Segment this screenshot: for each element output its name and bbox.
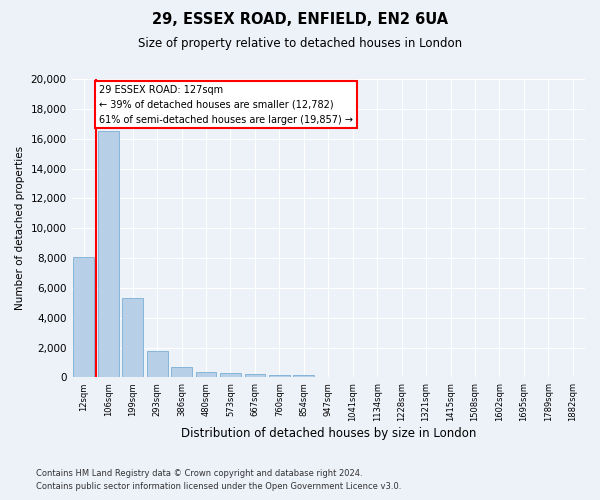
X-axis label: Distribution of detached houses by size in London: Distribution of detached houses by size … bbox=[181, 427, 476, 440]
Bar bbox=[98, 131, 119, 378]
Bar bbox=[73, 256, 94, 378]
Bar bbox=[269, 375, 290, 378]
Bar bbox=[245, 374, 265, 378]
Bar bbox=[122, 298, 143, 378]
Y-axis label: Number of detached properties: Number of detached properties bbox=[15, 146, 25, 310]
Bar bbox=[220, 374, 241, 378]
Text: 29, ESSEX ROAD, ENFIELD, EN2 6UA: 29, ESSEX ROAD, ENFIELD, EN2 6UA bbox=[152, 12, 448, 28]
Bar bbox=[171, 367, 192, 378]
Text: 29 ESSEX ROAD: 127sqm
← 39% of detached houses are smaller (12,782)
61% of semi-: 29 ESSEX ROAD: 127sqm ← 39% of detached … bbox=[99, 85, 353, 124]
Bar bbox=[293, 375, 314, 378]
Bar bbox=[196, 372, 217, 378]
Text: Contains public sector information licensed under the Open Government Licence v3: Contains public sector information licen… bbox=[36, 482, 401, 491]
Bar bbox=[147, 352, 167, 378]
Text: Size of property relative to detached houses in London: Size of property relative to detached ho… bbox=[138, 38, 462, 51]
Text: Contains HM Land Registry data © Crown copyright and database right 2024.: Contains HM Land Registry data © Crown c… bbox=[36, 468, 362, 477]
